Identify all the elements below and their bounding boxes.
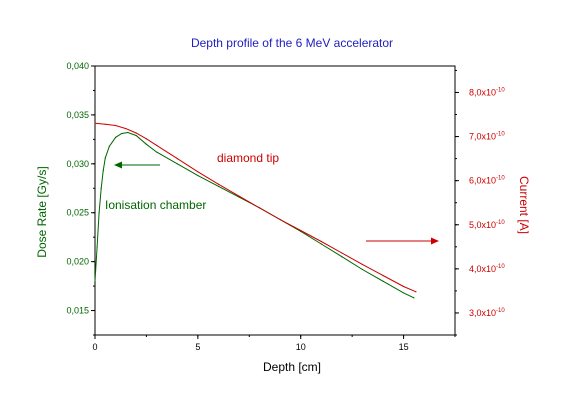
left-arrow-icon	[114, 161, 160, 169]
ionisation-chamber-point	[341, 256, 343, 258]
diamond-tip-point	[300, 229, 302, 232]
right-axis-label: Current [A]	[517, 176, 531, 234]
ionisation-chamber-point	[176, 163, 178, 165]
diamond-tip-point	[279, 218, 281, 221]
diamond-tip-point	[197, 171, 199, 173]
diamond-tip-point	[94, 122, 96, 124]
diamond-tip-point	[238, 195, 240, 197]
left-axis-label: Dose Rate [Gy/s]	[35, 166, 49, 257]
diamond-tip-point	[176, 158, 178, 160]
ionisation-chamber-point	[102, 170, 104, 172]
left-tick-label: 0,025	[66, 208, 89, 218]
right-tick-label: 5,0x10-10	[469, 220, 505, 230]
ionisation-chamber-point	[104, 157, 106, 159]
left-tick-label: 0,040	[66, 61, 89, 71]
diamond-tip-point	[125, 128, 127, 130]
x-tick-label: 5	[195, 342, 200, 352]
x-axis-label: Depth [cm]	[263, 360, 321, 374]
ionisation-chamber-point	[413, 297, 415, 299]
ionisation-chamber-line	[94, 131, 415, 299]
left-tick-label: 0,015	[66, 306, 89, 316]
left-axis-ticks: 0,015 0,020 0,025 0,030 0,035 0,040	[66, 61, 95, 336]
right-tick-label: 8,0x10-10	[469, 87, 505, 97]
ionisation-chamber-point	[98, 212, 100, 214]
left-tick-label: 0,030	[66, 159, 89, 169]
chart-title: Depth profile of the 6 MeV accelerator	[191, 36, 393, 50]
diamond-tip-point	[382, 274, 384, 277]
diamond-tip-point	[402, 285, 405, 288]
plot-frame	[94, 65, 456, 336]
right-tick-label: 6,0x10-10	[469, 176, 505, 186]
ionisation-chamber-point	[96, 246, 98, 248]
ionisation-chamber-point	[108, 145, 110, 147]
x-axis-ticks: 0 5 10 15	[92, 335, 456, 352]
diamond-tip-point	[145, 138, 148, 140]
diamond-tip-point	[341, 252, 343, 254]
right-tick-label: 4,0x10-10	[469, 264, 505, 274]
ionisation-chamber-point	[145, 143, 148, 145]
diamond-tip-point	[114, 124, 117, 127]
ionisation-chamber-point	[382, 280, 384, 282]
ionisation-chamber-point	[135, 134, 137, 137]
ionisation-chamber-point	[217, 185, 220, 187]
right-tick-label: 7,0x10-10	[469, 132, 505, 142]
diamond-tip-point	[104, 123, 106, 125]
ionisation-chamber-point	[197, 174, 199, 177]
diamond-tip-label: diamond tip	[217, 151, 279, 165]
ionisation-chamber-point	[402, 292, 405, 294]
x-tick-label: 10	[296, 342, 306, 352]
x-tick-label: 0	[92, 342, 97, 352]
ionisation-chamber-point	[361, 268, 364, 271]
ionisation-chamber-point	[156, 151, 158, 153]
ionisation-chamber-point	[121, 132, 123, 135]
ionisation-chamber-point	[94, 280, 96, 282]
diamond-tip-point	[258, 207, 261, 209]
diamond-tip-point	[320, 240, 322, 243]
left-tick-label: 0,020	[66, 257, 89, 267]
diamond-tip-point	[135, 132, 137, 134]
right-arrow-icon	[366, 237, 439, 245]
ionisation-chamber-point	[127, 131, 129, 134]
right-axis-ticks: 3,0x10-10 4,0x10-10 5,0x10-10 6,0x10-10 7,0x…	[455, 69, 505, 336]
diamond-tip-line	[94, 122, 417, 293]
diamond-tip-point	[156, 144, 158, 146]
ionisation-chamber-label: Ionisation chamber	[105, 198, 206, 212]
ionisation-chamber-point	[114, 136, 117, 139]
left-tick-label: 0,035	[66, 110, 89, 120]
diamond-tip-point	[217, 183, 220, 185]
ionisation-chamber-point	[320, 243, 322, 245]
diamond-tip-point	[361, 263, 364, 266]
ionisation-chamber-point	[100, 187, 102, 189]
right-tick-label: 3,0x10-10	[469, 308, 505, 318]
x-tick-label: 15	[399, 342, 409, 352]
diamond-tip-point	[415, 291, 417, 293]
series-group	[94, 122, 417, 299]
